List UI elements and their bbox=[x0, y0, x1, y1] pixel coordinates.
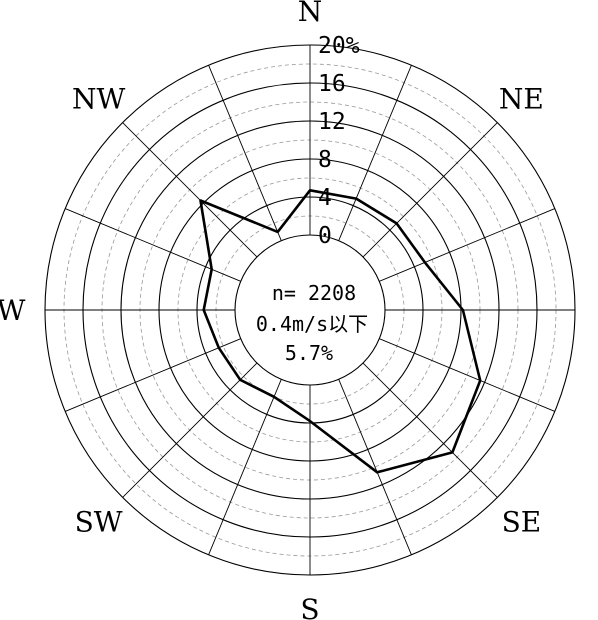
spoke-ne bbox=[362, 122, 498, 258]
direction-label-w: W bbox=[0, 294, 26, 327]
spoke-nw bbox=[122, 122, 258, 258]
ring-20 bbox=[44, 44, 576, 576]
direction-label-n: N bbox=[298, 0, 323, 28]
spoke-se bbox=[362, 362, 498, 498]
spoke-sw bbox=[122, 362, 258, 498]
spoke-ese bbox=[379, 338, 556, 412]
direction-label-sw: SW bbox=[75, 505, 123, 538]
sample-count-label: n= 2208 bbox=[272, 281, 356, 305]
ring-16 bbox=[82, 82, 538, 538]
tick-label-20: 20% bbox=[318, 33, 360, 59]
spoke-nne bbox=[338, 64, 412, 241]
ring-8 bbox=[158, 158, 462, 462]
wind-frequency-line bbox=[199, 189, 482, 474]
spoke-sse bbox=[338, 379, 412, 556]
tick-label-12: 12 bbox=[318, 109, 346, 135]
direction-spokes bbox=[45, 45, 575, 575]
major-ring-grid bbox=[44, 44, 576, 576]
spoke-nnw bbox=[208, 64, 282, 241]
ring-12 bbox=[120, 120, 500, 500]
direction-label-nw: NW bbox=[72, 83, 126, 116]
calm-percentage-label: 5.7% bbox=[285, 341, 333, 365]
tick-label-16: 16 bbox=[318, 71, 346, 97]
calm-circle bbox=[234, 234, 386, 386]
direction-label-s: S bbox=[300, 593, 319, 620]
spoke-wsw bbox=[64, 338, 241, 412]
radial-tick-labels: 0 4 8 12 16 20% bbox=[318, 33, 360, 249]
ring-4 bbox=[196, 196, 424, 424]
tick-label-8: 8 bbox=[318, 147, 332, 173]
direction-label-se: SE bbox=[502, 505, 542, 538]
tick-label-4: 4 bbox=[318, 185, 332, 211]
tick-label-0: 0 bbox=[318, 223, 332, 249]
spoke-ssw bbox=[208, 379, 282, 556]
calm-threshold-label: 0.4m/s以下 bbox=[256, 312, 368, 336]
spoke-ene bbox=[379, 208, 556, 282]
direction-label-ne: NE bbox=[499, 83, 544, 116]
